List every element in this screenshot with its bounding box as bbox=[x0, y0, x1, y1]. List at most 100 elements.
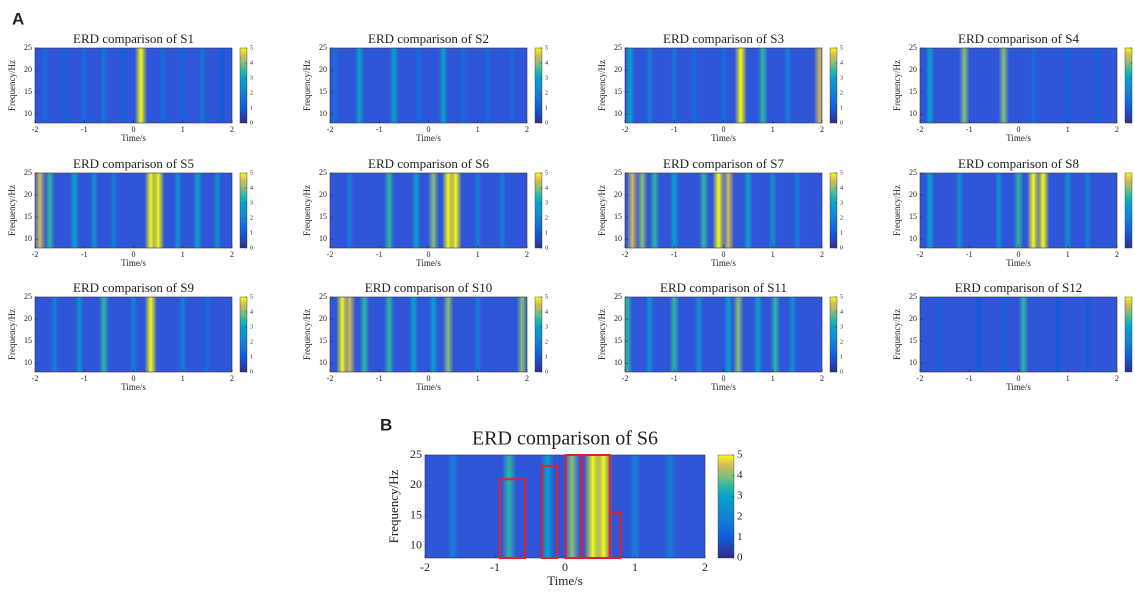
x-tick-label: -1 bbox=[81, 374, 88, 383]
heatmap-stripe bbox=[134, 48, 148, 123]
y-tick-label: 20 bbox=[319, 65, 327, 74]
x-tick-label: 1 bbox=[1066, 125, 1070, 134]
heatmap-stripe bbox=[732, 297, 744, 372]
heatmap-stripe bbox=[120, 48, 127, 123]
colorbar bbox=[829, 296, 838, 373]
y-axis-label: Frequency/Hz bbox=[892, 309, 902, 360]
colorbar-tick-label: 2 bbox=[250, 215, 253, 221]
x-tick-label: 1 bbox=[476, 374, 480, 383]
colorbar bbox=[239, 47, 248, 124]
colorbar-tick-label: 1 bbox=[545, 105, 548, 111]
y-tick-label: 10 bbox=[909, 109, 917, 118]
heatmap-stripe bbox=[501, 455, 517, 558]
y-tick-label: 15 bbox=[319, 212, 327, 221]
colorbar-tick-label: 0 bbox=[250, 369, 253, 375]
y-tick-label: 15 bbox=[410, 507, 422, 521]
heatmap-stripe bbox=[331, 48, 339, 123]
heatmap-stripe bbox=[975, 297, 983, 372]
x-tick-label: -2 bbox=[32, 125, 39, 134]
chart-title: ERD comparison of S12 bbox=[955, 280, 1082, 295]
heatmap-stripe bbox=[75, 297, 84, 372]
y-tick-label: 10 bbox=[24, 358, 32, 367]
colorbar-tick-label: 0 bbox=[250, 120, 253, 126]
x-axis-label: Time/s bbox=[416, 133, 441, 143]
y-tick-label: 15 bbox=[24, 87, 32, 96]
x-axis-label: Time/s bbox=[121, 258, 146, 268]
heatmap-stripe bbox=[508, 48, 516, 123]
highlight-box bbox=[608, 511, 622, 560]
heatmap-stripe bbox=[694, 297, 704, 372]
colorbar-tick-label: 3 bbox=[545, 324, 548, 330]
colorbar-tick-label: 2 bbox=[545, 90, 548, 96]
heatmap-stripe bbox=[212, 173, 222, 248]
heatmap-stripe bbox=[1064, 48, 1072, 123]
y-axis-label: Frequency/Hz bbox=[7, 309, 17, 360]
x-tick-label: 1 bbox=[476, 250, 480, 259]
y-tick-label: 10 bbox=[319, 234, 327, 243]
heatmap-stripe bbox=[813, 48, 822, 123]
x-tick-label: 0 bbox=[1017, 374, 1021, 383]
y-tick-label: 25 bbox=[614, 43, 622, 52]
y-tick-label: 20 bbox=[614, 314, 622, 323]
x-tick-label: 0 bbox=[427, 374, 431, 383]
colorbar bbox=[1124, 296, 1133, 373]
heatmap-stripe bbox=[343, 297, 356, 372]
y-tick-label: 20 bbox=[614, 190, 622, 199]
y-tick-label: 15 bbox=[614, 87, 622, 96]
y-tick-label: 15 bbox=[614, 212, 622, 221]
y-tick-label: 25 bbox=[319, 43, 327, 52]
heatmap-stripe bbox=[80, 48, 88, 123]
colorbar-tick-label: 1 bbox=[545, 230, 548, 236]
heatmap-stripe bbox=[173, 173, 183, 248]
heatmap-stripe bbox=[438, 48, 448, 123]
x-tick-label: 1 bbox=[476, 125, 480, 134]
x-tick-label: 1 bbox=[181, 374, 185, 383]
x-tick-label: -2 bbox=[622, 250, 629, 259]
heatmap-stripe bbox=[626, 173, 639, 248]
colorbar-tick-label: 5 bbox=[250, 45, 253, 51]
colorbar-tick-label: 0 bbox=[840, 369, 843, 375]
x-tick-label: 2 bbox=[1115, 125, 1119, 134]
colorbar bbox=[829, 172, 838, 249]
colorbar-tick-label: 0 bbox=[250, 245, 253, 251]
heatmap-stripe bbox=[203, 297, 211, 372]
x-tick-label: -1 bbox=[376, 125, 383, 134]
colorbar-tick-label: 2 bbox=[840, 339, 843, 345]
heatmap-stripe bbox=[564, 455, 580, 558]
heatmap-stripe bbox=[218, 48, 226, 123]
x-tick-label: 0 bbox=[132, 374, 136, 383]
x-axis-label: Time/s bbox=[121, 382, 146, 392]
colorbar-tick-label: 5 bbox=[250, 294, 253, 300]
heatmap-stripe bbox=[664, 455, 676, 558]
panel-label: A bbox=[12, 9, 24, 28]
heatmap-stripe bbox=[459, 48, 467, 123]
colorbar-tick-label: 4 bbox=[840, 309, 843, 315]
heatmap-stripe bbox=[925, 173, 935, 248]
colorbar-tick-label: 2 bbox=[737, 510, 743, 522]
heatmap-stripe bbox=[179, 48, 187, 123]
heatmap-stripe bbox=[1029, 48, 1037, 123]
x-tick-label: 0 bbox=[1017, 250, 1021, 259]
x-tick-label: 1 bbox=[181, 250, 185, 259]
heatmap-stripe bbox=[449, 173, 462, 248]
colorbar-tick-label: 1 bbox=[250, 230, 253, 236]
x-tick-label: -1 bbox=[376, 374, 383, 383]
y-axis-label: Frequency/Hz bbox=[597, 185, 607, 236]
heatmap-stripe bbox=[473, 297, 482, 372]
y-tick-label: 20 bbox=[909, 65, 917, 74]
y-tick-label: 10 bbox=[319, 109, 327, 118]
colorbar-tick-label: 2 bbox=[250, 339, 253, 345]
x-tick-label: 1 bbox=[771, 250, 775, 259]
heatmap-stripe bbox=[1083, 173, 1092, 248]
y-axis-label: Frequency/Hz bbox=[892, 185, 902, 236]
heatmap-stripe bbox=[516, 297, 527, 372]
y-axis-label: Frequency/Hz bbox=[597, 60, 607, 111]
chart-title: ERD comparison of S4 bbox=[958, 31, 1079, 46]
y-axis-label: Frequency/Hz bbox=[302, 185, 312, 236]
heatmap-stripe bbox=[89, 173, 99, 248]
heatmap-stripe bbox=[770, 297, 781, 372]
heatmap-stripe bbox=[345, 173, 354, 248]
colorbar-tick-label: 4 bbox=[840, 60, 843, 66]
heatmap-stripe bbox=[359, 297, 370, 372]
y-tick-label: 10 bbox=[410, 538, 422, 552]
